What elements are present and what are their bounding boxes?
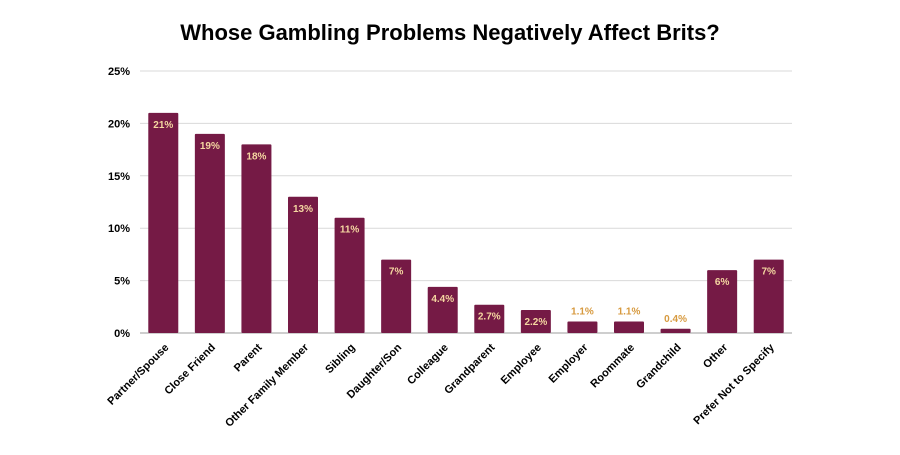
- x-tick-label: Employee: [499, 342, 544, 387]
- bar: [520, 309, 551, 333]
- data-label: 21%: [153, 120, 173, 131]
- x-tick-label: Colleague: [405, 342, 451, 388]
- bar: [427, 286, 458, 333]
- x-tick-label: Grandchild: [634, 342, 684, 392]
- data-label: 7%: [389, 267, 404, 278]
- bar: [241, 144, 272, 333]
- bar: [660, 328, 691, 333]
- x-tick-label: Roommate: [588, 342, 637, 391]
- y-tick-label: 20%: [108, 118, 130, 130]
- data-label: 19%: [200, 141, 220, 152]
- chart-title: Whose Gambling Problems Negatively Affec…: [180, 20, 720, 45]
- x-tick-label: Partner/Spouse: [105, 342, 171, 408]
- bar: [707, 270, 738, 333]
- x-tick-label: Prefer Not to Specify: [691, 341, 777, 427]
- data-label: 11%: [340, 225, 360, 236]
- bar: [334, 217, 365, 333]
- bar: [381, 259, 412, 333]
- data-label: 1.1%: [618, 306, 641, 317]
- data-label: 6%: [715, 277, 730, 288]
- data-label: 1.1%: [571, 306, 594, 317]
- x-tick-label: Other: [701, 341, 731, 371]
- y-tick-label: 10%: [108, 223, 130, 235]
- data-label: 2.7%: [478, 312, 501, 323]
- data-label: 7%: [761, 267, 776, 278]
- y-tick-label: 5%: [114, 276, 130, 288]
- bar: [474, 304, 505, 333]
- x-tick-label: Sibling: [323, 342, 357, 376]
- bar: [614, 321, 644, 333]
- data-label: 0.4%: [664, 314, 687, 325]
- bar: [288, 196, 318, 333]
- x-tick-label: Employer: [547, 341, 591, 385]
- y-tick-label: 15%: [108, 171, 130, 183]
- data-label: 18%: [246, 151, 266, 162]
- y-tick-label: 0%: [114, 328, 130, 340]
- data-label: 2.2%: [524, 317, 547, 328]
- x-tick-label: Grandparent: [442, 341, 497, 396]
- bar: [148, 112, 179, 333]
- data-label: 4.4%: [431, 294, 454, 305]
- data-label: 13%: [293, 204, 313, 215]
- x-tick-label: Other Family Member: [223, 341, 312, 430]
- bar: [753, 259, 784, 333]
- y-tick-label: 25%: [108, 66, 130, 78]
- x-tick-label: Parent: [232, 341, 265, 374]
- bar: [194, 133, 225, 333]
- bar: [567, 321, 598, 333]
